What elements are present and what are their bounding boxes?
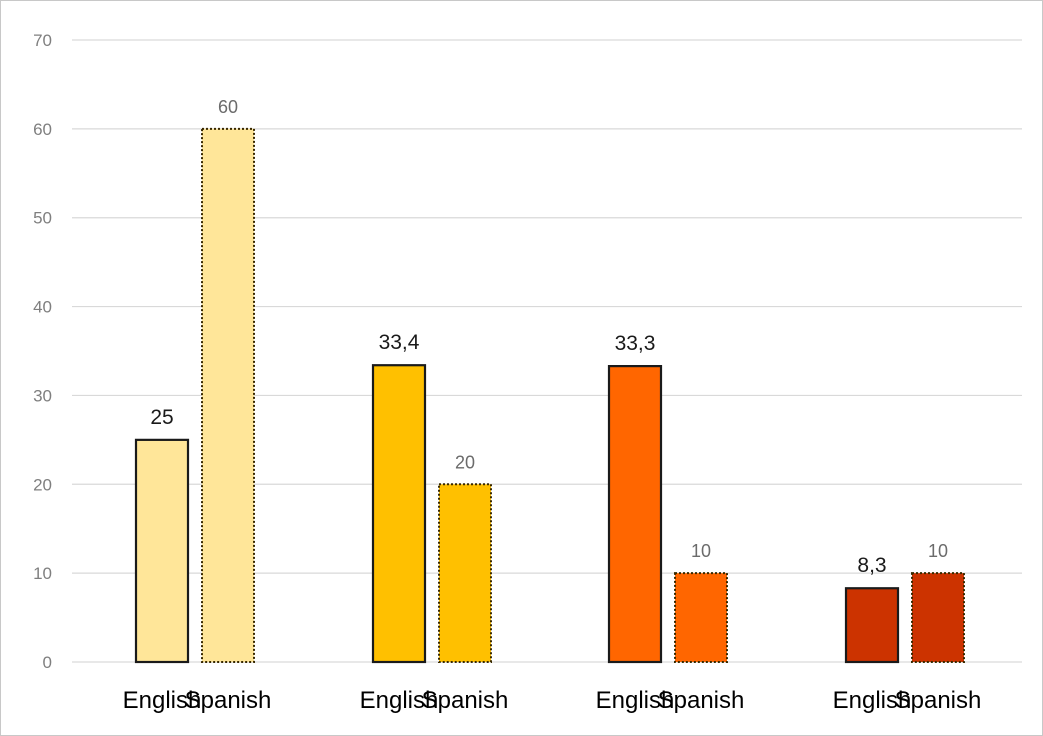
data-label: 25 <box>150 406 173 429</box>
x-tick-label: English <box>596 687 675 714</box>
y-tick-label: 20 <box>33 475 52 494</box>
y-tick-label: 60 <box>33 120 52 139</box>
y-tick-label: 50 <box>33 209 52 228</box>
data-label: 8,3 <box>857 554 886 577</box>
bar-english <box>844 587 900 664</box>
x-tick-label: English <box>360 687 439 714</box>
bar-spanish <box>911 572 965 664</box>
x-tick-label: Spanish <box>422 687 509 714</box>
data-label: 60 <box>218 97 238 117</box>
data-label: 20 <box>455 452 475 472</box>
data-label: 10 <box>928 541 948 561</box>
bar-spanish <box>438 483 492 663</box>
data-label: 33,4 <box>379 331 420 354</box>
y-tick-label: 70 <box>33 31 52 50</box>
y-tick-label: 30 <box>33 386 52 405</box>
bar-spanish <box>201 127 255 664</box>
y-tick-label: 40 <box>33 298 52 317</box>
bar-english <box>134 438 190 664</box>
x-tick-label: Spanish <box>658 687 745 714</box>
bar-english <box>371 364 427 664</box>
data-label: 33,3 <box>615 332 656 355</box>
data-label: 10 <box>691 541 711 561</box>
x-tick-label: Spanish <box>185 687 272 714</box>
x-tick-label: English <box>833 687 912 714</box>
bar-english <box>607 365 663 664</box>
x-tick-label: English <box>123 687 202 714</box>
x-tick-label: Spanish <box>895 687 982 714</box>
y-tick-label: 10 <box>33 564 52 583</box>
y-tick-label: 0 <box>43 653 52 672</box>
bar-spanish <box>674 572 728 664</box>
